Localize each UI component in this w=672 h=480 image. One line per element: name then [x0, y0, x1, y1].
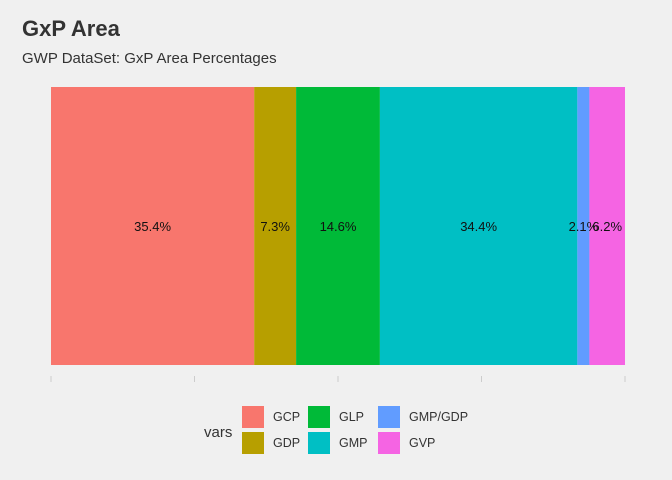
bar-segment-gmp-gdp — [577, 87, 590, 365]
data-label-glp: 14.6% — [320, 219, 357, 234]
bar-segment-gmp — [379, 87, 578, 365]
bar-segment-glp — [296, 87, 380, 365]
legend-key-glp — [308, 406, 330, 428]
legend-label-glp: GLP — [339, 410, 365, 424]
legend-item-gmp-gdp: GMP/GDP — [378, 405, 488, 429]
legend: vars GCP GDP GLP GMP GMP/GDP GVP — [0, 400, 672, 460]
data-label-gmp: 34.4% — [460, 219, 497, 234]
bar-segment-gdp — [254, 87, 297, 365]
data-label-gmp-gdp: 2.1% — [569, 219, 599, 234]
bar-segment-gvp — [589, 87, 625, 365]
legend-key-gcp — [242, 406, 264, 428]
legend-item-gmp: GMP — [308, 431, 378, 455]
legend-label-gcp: GCP — [273, 410, 301, 424]
legend-item-gcp: GCP — [242, 405, 308, 429]
data-label-gvp: 6.2% — [592, 219, 622, 234]
legend-key-gmp-gdp — [378, 406, 400, 428]
chart-subtitle: GWP DataSet: GxP Area Percentages — [22, 50, 277, 67]
data-label-gcp: 35.4% — [134, 219, 171, 234]
data-label-gdp: 7.3% — [260, 219, 290, 234]
legend-item-gdp: GDP — [242, 431, 308, 455]
stacked-bar-chart: 35.4% 7.3% 14.6% 34.4% 2.1%6.2% — [50, 87, 626, 382]
legend-item-gvp: GVP — [378, 431, 488, 455]
legend-item-glp: GLP — [308, 405, 378, 429]
legend-label-gmp: GMP — [339, 436, 368, 450]
legend-label-gvp: GVP — [409, 436, 436, 450]
bar-segment-gcp — [51, 87, 255, 365]
legend-key-gmp — [308, 432, 330, 454]
legend-key-gvp — [378, 432, 400, 454]
legend-label-gmp-gdp: GMP/GDP — [409, 410, 469, 424]
legend-label-gdp: GDP — [273, 436, 301, 450]
legend-title: vars — [204, 424, 233, 441]
chart-title: GxP Area — [22, 16, 120, 41]
legend-key-gdp — [242, 432, 264, 454]
legend-items: GCP GDP GLP GMP GMP/GDP GVP — [242, 405, 488, 455]
